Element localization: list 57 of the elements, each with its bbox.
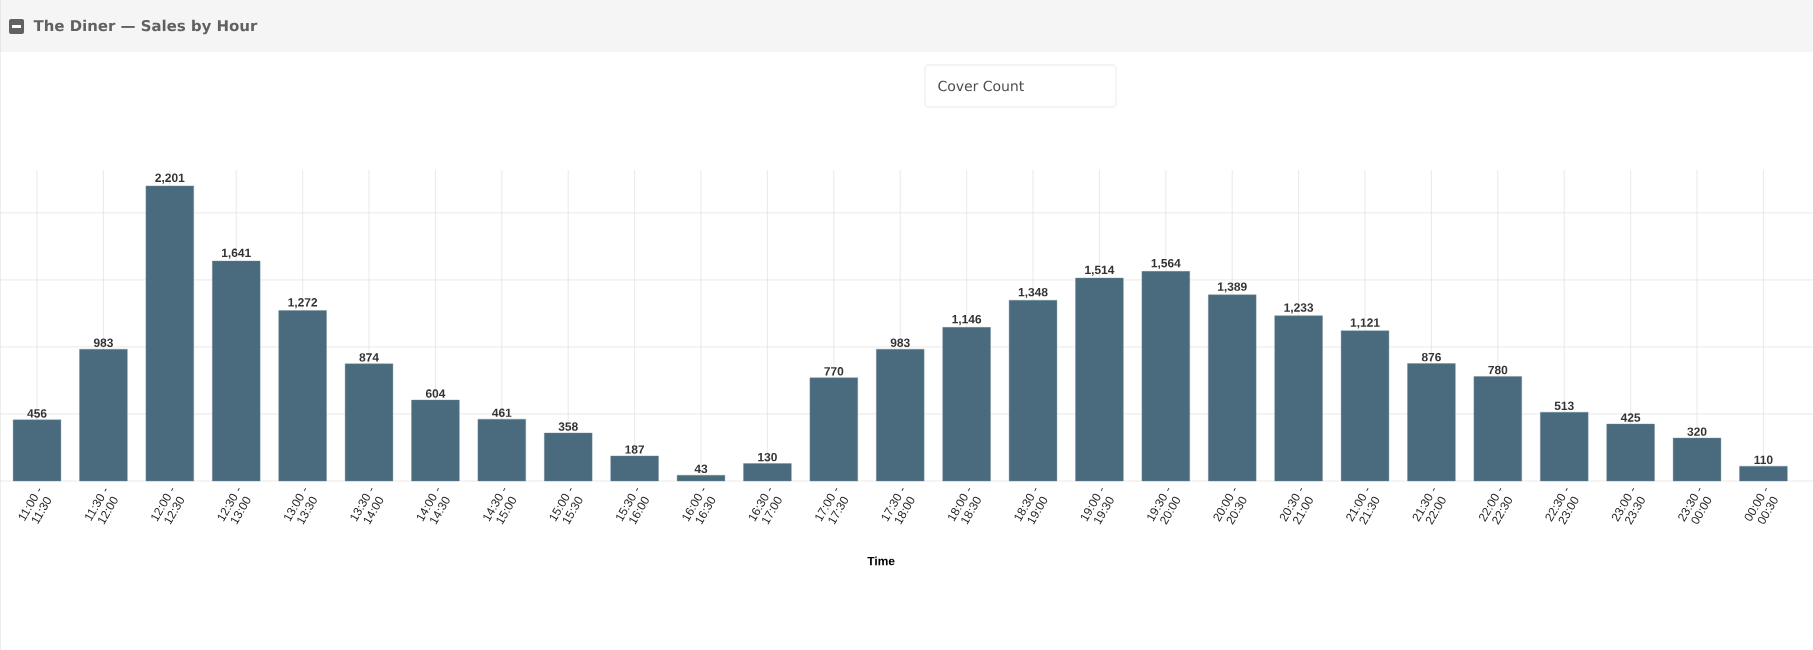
chart-title: The Diner — Sales by Hour [33, 19, 258, 35]
data-label: 1,233 [1284, 303, 1314, 314]
data-label: 43 [694, 464, 708, 474]
bar [1473, 376, 1522, 482]
bar [942, 327, 991, 482]
bar [344, 363, 394, 482]
data-label: 2,201 [155, 173, 185, 184]
bar [610, 455, 659, 482]
data-label: 1,641 [222, 248, 251, 259]
bar [676, 475, 726, 482]
bar [411, 399, 460, 482]
x-axis-title: Time [867, 556, 895, 566]
data-label: 320 [1687, 427, 1707, 436]
bar [1606, 423, 1655, 482]
data-label: 780 [1488, 365, 1508, 375]
data-label: 1,514 [1085, 265, 1115, 276]
bar [1141, 271, 1190, 482]
text: Cover Count [938, 80, 1024, 92]
bar [1407, 363, 1456, 482]
data-label: 1,389 [1218, 282, 1247, 293]
data-label: 1,121 [1350, 318, 1380, 329]
data-label: 876 [1421, 352, 1441, 362]
data-label: 130 [758, 452, 777, 462]
data-label: 983 [93, 338, 113, 348]
bar [809, 377, 858, 482]
bar [544, 432, 593, 482]
data-label: 1,272 [288, 298, 318, 309]
data-label: 110 [1754, 455, 1773, 465]
data-label: 874 [359, 353, 379, 362]
data-label: 1,348 [1018, 287, 1048, 299]
data-label: 1,564 [1151, 258, 1181, 270]
bar [1008, 300, 1058, 482]
bar [278, 310, 327, 482]
bar [1208, 294, 1257, 482]
bar [1340, 330, 1390, 482]
bar [145, 185, 194, 482]
data-label: 1,146 [952, 314, 982, 326]
data-label: 358 [558, 422, 578, 431]
data-label: 456 [27, 409, 47, 418]
data-label: 770 [824, 367, 844, 376]
bar [79, 349, 128, 482]
bar [212, 260, 261, 482]
bar [1672, 437, 1722, 482]
data-label: 425 [1620, 413, 1641, 422]
bar [12, 419, 62, 482]
data-label: 983 [890, 338, 910, 348]
bar [876, 349, 925, 482]
bar [743, 463, 792, 482]
bar [1075, 277, 1124, 482]
data-label: 513 [1554, 401, 1574, 411]
bar [477, 418, 526, 482]
data-label: 187 [625, 445, 645, 454]
data-label: 461 [492, 408, 512, 417]
bar [1540, 412, 1589, 482]
bar [1274, 315, 1323, 482]
bar [1739, 466, 1788, 482]
data-label: 604 [425, 389, 446, 398]
